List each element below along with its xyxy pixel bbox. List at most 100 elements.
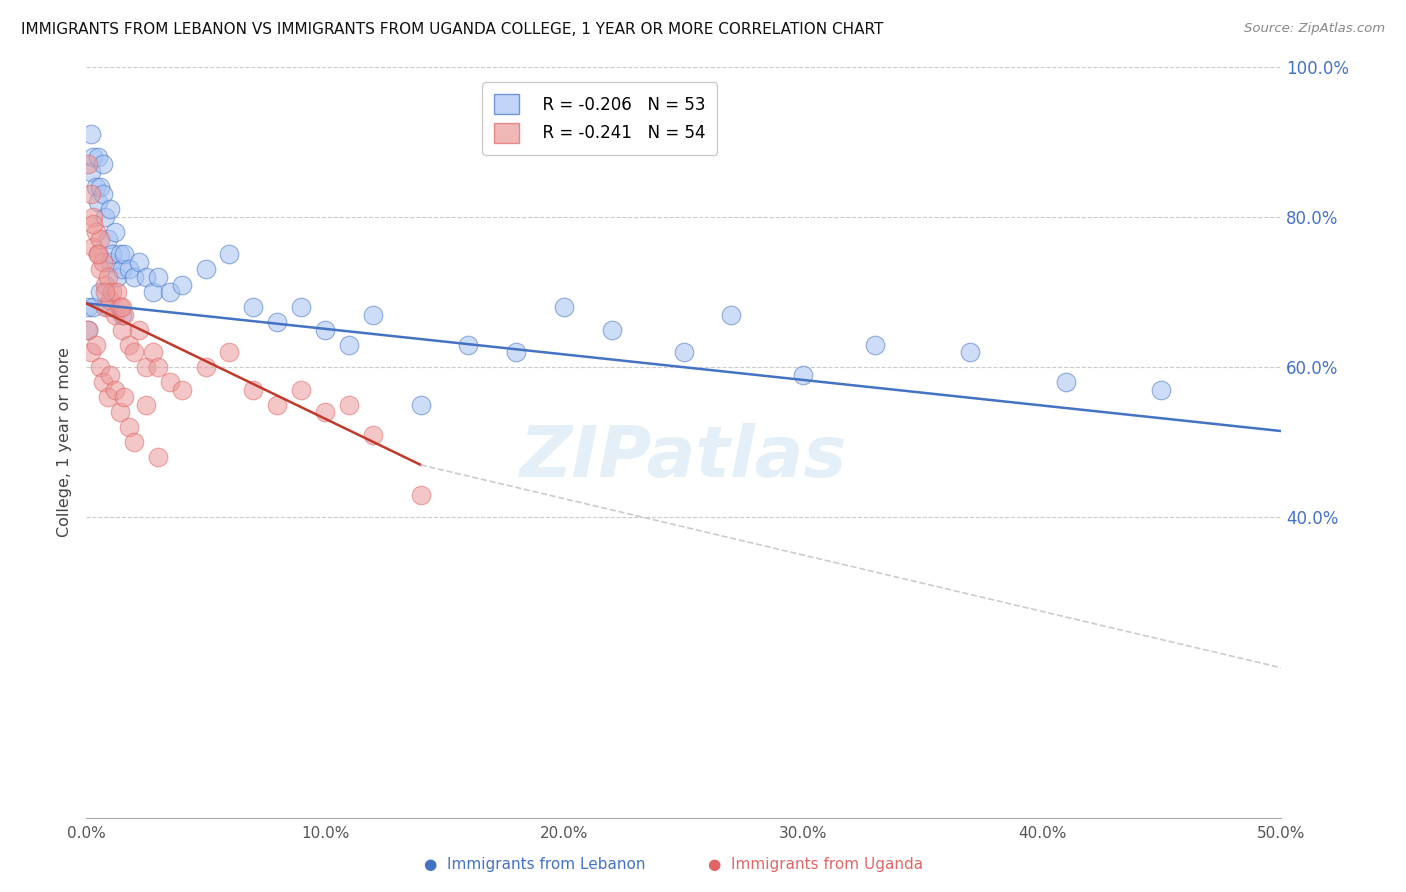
Y-axis label: College, 1 year or more: College, 1 year or more — [58, 347, 72, 537]
Point — [101, 247, 124, 261]
Point — [82, 240, 104, 254]
Point — [94, 210, 117, 224]
Point — [80, 127, 103, 141]
Point — [104, 225, 127, 239]
Point — [122, 345, 145, 359]
Point — [97, 232, 120, 246]
Point — [218, 345, 240, 359]
Point — [242, 300, 264, 314]
Point — [118, 262, 141, 277]
Point — [94, 277, 117, 292]
Point — [89, 360, 111, 375]
Point — [98, 293, 121, 307]
Point — [672, 345, 695, 359]
Point — [135, 398, 157, 412]
Legend:   R = -0.206   N = 53,   R = -0.241   N = 54: R = -0.206 N = 53, R = -0.241 N = 54 — [482, 82, 717, 155]
Point — [80, 165, 103, 179]
Point — [146, 360, 169, 375]
Point — [97, 390, 120, 404]
Point — [89, 285, 111, 299]
Point — [105, 285, 128, 299]
Point — [118, 420, 141, 434]
Point — [959, 345, 981, 359]
Point — [122, 435, 145, 450]
Point — [77, 322, 100, 336]
Point — [266, 315, 288, 329]
Point — [361, 308, 384, 322]
Point — [409, 488, 432, 502]
Point — [91, 255, 114, 269]
Point — [84, 337, 107, 351]
Point — [112, 390, 135, 404]
Text: Source: ZipAtlas.com: Source: ZipAtlas.com — [1244, 22, 1385, 36]
Point — [863, 337, 886, 351]
Point — [128, 322, 150, 336]
Point — [105, 270, 128, 285]
Point — [112, 247, 135, 261]
Point — [87, 247, 110, 261]
Point — [1150, 383, 1173, 397]
Point — [159, 375, 181, 389]
Point — [111, 322, 134, 336]
Point — [87, 150, 110, 164]
Point — [84, 225, 107, 239]
Point — [1054, 375, 1077, 389]
Point — [97, 300, 120, 314]
Point — [89, 179, 111, 194]
Point — [122, 270, 145, 285]
Point — [91, 375, 114, 389]
Point — [720, 308, 742, 322]
Point — [314, 322, 336, 336]
Text: ZIPatlas: ZIPatlas — [520, 423, 848, 491]
Point — [218, 247, 240, 261]
Point — [98, 255, 121, 269]
Point — [89, 232, 111, 246]
Point — [170, 277, 193, 292]
Point — [194, 262, 217, 277]
Point — [242, 383, 264, 397]
Point — [290, 383, 312, 397]
Text: ●  Immigrants from Lebanon: ● Immigrants from Lebanon — [423, 857, 645, 872]
Point — [77, 300, 100, 314]
Point — [112, 308, 135, 322]
Point — [77, 322, 100, 336]
Point — [108, 405, 131, 419]
Point — [409, 398, 432, 412]
Point — [135, 360, 157, 375]
Point — [135, 270, 157, 285]
Point — [337, 398, 360, 412]
Point — [80, 345, 103, 359]
Text: IMMIGRANTS FROM LEBANON VS IMMIGRANTS FROM UGANDA COLLEGE, 1 YEAR OR MORE CORREL: IMMIGRANTS FROM LEBANON VS IMMIGRANTS FR… — [21, 22, 883, 37]
Point — [111, 300, 134, 314]
Point — [82, 150, 104, 164]
Point — [170, 383, 193, 397]
Point — [111, 262, 134, 277]
Point — [159, 285, 181, 299]
Point — [792, 368, 814, 382]
Point — [128, 255, 150, 269]
Point — [87, 247, 110, 261]
Point — [266, 398, 288, 412]
Point — [104, 383, 127, 397]
Point — [142, 285, 165, 299]
Point — [87, 194, 110, 209]
Point — [457, 337, 479, 351]
Point — [194, 360, 217, 375]
Point — [89, 262, 111, 277]
Point — [77, 157, 100, 171]
Point — [97, 270, 120, 285]
Point — [142, 345, 165, 359]
Point — [91, 157, 114, 171]
Point — [361, 427, 384, 442]
Point — [600, 322, 623, 336]
Point — [108, 247, 131, 261]
Text: ●  Immigrants from Uganda: ● Immigrants from Uganda — [707, 857, 924, 872]
Point — [108, 300, 131, 314]
Point — [146, 450, 169, 465]
Point — [104, 308, 127, 322]
Point — [82, 218, 104, 232]
Point — [98, 202, 121, 217]
Point — [94, 285, 117, 299]
Point — [98, 368, 121, 382]
Point — [82, 210, 104, 224]
